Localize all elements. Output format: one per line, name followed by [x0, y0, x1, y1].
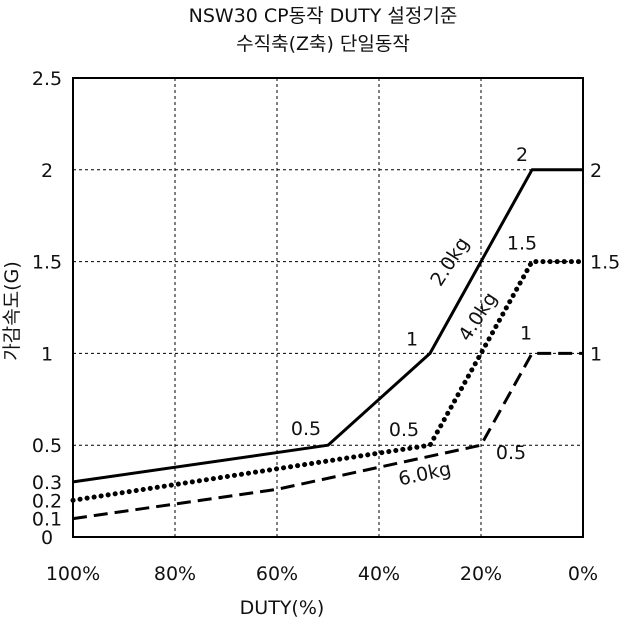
y-tick-label: 0.3	[32, 472, 62, 494]
y-tick-label: 2	[41, 160, 53, 182]
chart-title: NSW30 CP동작 DUTY 설정기준	[189, 5, 458, 27]
y-tick-label: 2.5	[32, 68, 62, 90]
point-labels: 0.5 1 2 0.5 1.5 0.5 1	[291, 144, 537, 464]
y-tick-labels-right: 11.52	[590, 160, 620, 366]
point-value-label: 0.5	[496, 442, 526, 464]
x-tick-label: 100%	[46, 563, 100, 585]
point-value-label: 1	[520, 322, 532, 344]
point-value-label: 2	[516, 144, 528, 166]
x-tick-labels: 100% 80% 60% 40% 20% 0%	[46, 563, 598, 585]
y-tick-label: 0	[41, 527, 53, 549]
x-tick-label: 0%	[568, 563, 598, 585]
x-tick-label: 20%	[460, 563, 502, 585]
y-tick-label: 0.2	[32, 490, 62, 512]
x-axis-label: DUTY(%)	[240, 597, 325, 619]
x-tick-label: 40%	[358, 563, 400, 585]
plot-frame	[72, 77, 584, 538]
series-line-6.0kg	[72, 351, 583, 521]
y-tick-label: 0.5	[32, 435, 62, 457]
point-value-label: 0.5	[389, 419, 419, 441]
y-tick-label-right: 1	[590, 343, 602, 365]
y-tick-label: 1.5	[32, 252, 62, 274]
y-axis-label: 가감속도(G)	[1, 261, 23, 360]
y-tick-label-right: 2	[590, 160, 602, 182]
series-line-2.0kg	[72, 168, 583, 484]
x-tick-label: 60%	[256, 563, 298, 585]
y-tick-label: 1	[41, 343, 53, 365]
x-tick-label: 80%	[154, 563, 196, 585]
y-tick-label: 0.1	[32, 509, 62, 531]
point-value-label: 1.5	[507, 233, 537, 255]
series-lines	[70, 168, 586, 521]
y-tick-label-right: 1.5	[590, 252, 620, 274]
point-value-label: 0.5	[291, 418, 321, 440]
chart-subtitle: 수직축(Z축) 단일동작	[236, 33, 410, 55]
point-value-label: 1	[406, 328, 418, 350]
y-tick-labels: 00.10.20.3 0.5 1 1.5 2 2.5	[32, 68, 62, 549]
series-line-4.0kg	[70, 259, 586, 503]
